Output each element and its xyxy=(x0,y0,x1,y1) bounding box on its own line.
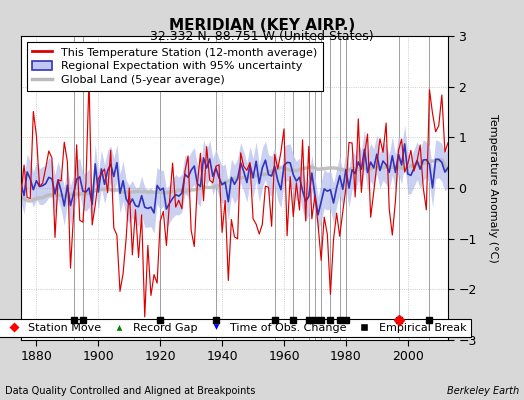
Text: 32.332 N, 88.751 W (United States): 32.332 N, 88.751 W (United States) xyxy=(150,30,374,43)
Text: MERIDIAN (KEY AIRP.): MERIDIAN (KEY AIRP.) xyxy=(169,18,355,33)
Legend: Station Move, Record Gap, Time of Obs. Change, Empirical Break: Station Move, Record Gap, Time of Obs. C… xyxy=(0,318,471,338)
Text: Berkeley Earth: Berkeley Earth xyxy=(446,386,519,396)
Text: Data Quality Controlled and Aligned at Breakpoints: Data Quality Controlled and Aligned at B… xyxy=(5,386,256,396)
Y-axis label: Temperature Anomaly (°C): Temperature Anomaly (°C) xyxy=(488,114,498,262)
